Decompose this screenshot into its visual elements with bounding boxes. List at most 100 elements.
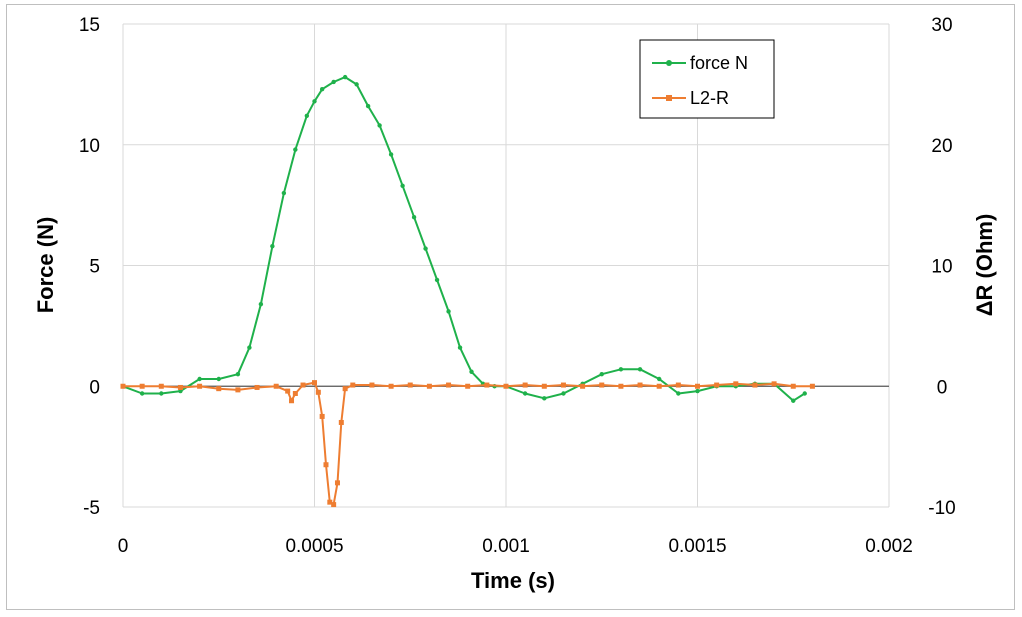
data-point xyxy=(235,371,241,377)
data-point xyxy=(434,277,440,283)
data-point xyxy=(560,382,566,388)
y2-tick-label: 20 xyxy=(931,136,952,157)
data-point xyxy=(300,382,306,388)
y2-tick-labels: 30 20 10 0 -10 xyxy=(928,15,955,519)
data-point xyxy=(400,183,405,189)
data-point xyxy=(159,391,164,396)
chart-frame xyxy=(6,4,1015,610)
data-point xyxy=(484,382,490,388)
y-tick-labels: 15 10 5 0 -5 xyxy=(79,15,100,519)
data-point xyxy=(809,383,815,389)
data-point xyxy=(319,413,325,419)
data-point xyxy=(618,367,624,372)
x-tick-label: 0.0005 xyxy=(285,536,343,557)
data-point xyxy=(281,190,287,196)
data-point xyxy=(407,382,413,388)
data-point xyxy=(334,480,340,486)
y2-tick-label: 10 xyxy=(931,257,952,278)
data-point xyxy=(285,388,291,394)
data-point xyxy=(469,369,474,374)
data-point xyxy=(580,383,586,389)
x-tick-label: 0.001 xyxy=(482,536,530,557)
legend-box xyxy=(639,39,775,119)
data-point xyxy=(235,387,241,393)
x-tick-label: 0 xyxy=(118,536,129,557)
data-point xyxy=(342,74,348,80)
y2-tick-label: -10 xyxy=(928,498,955,519)
data-point xyxy=(426,383,432,389)
y-tick-label: 10 xyxy=(79,136,100,157)
data-point xyxy=(197,376,202,382)
series-line xyxy=(122,76,806,402)
data-point xyxy=(388,152,394,157)
data-point xyxy=(312,99,317,104)
data-point xyxy=(542,396,547,401)
y2-tick-label: 0 xyxy=(937,377,948,398)
data-point xyxy=(377,123,382,128)
series-layer xyxy=(120,74,815,508)
data-point xyxy=(350,382,356,388)
data-point xyxy=(637,382,643,388)
legend-label: L2-R xyxy=(690,88,729,108)
series-1 xyxy=(120,74,807,403)
data-point xyxy=(657,376,662,382)
data-point xyxy=(197,383,203,389)
data-point xyxy=(411,215,417,220)
data-point xyxy=(258,301,264,307)
data-point xyxy=(637,367,643,372)
data-point xyxy=(369,382,375,388)
data-point xyxy=(177,384,183,390)
legend-entry: L2-R xyxy=(652,88,729,108)
data-point xyxy=(247,345,252,350)
data-point xyxy=(695,383,700,389)
data-point xyxy=(270,243,275,249)
data-point xyxy=(802,391,807,396)
data-point xyxy=(561,391,566,396)
data-point xyxy=(365,103,371,109)
data-point xyxy=(331,502,337,508)
data-point xyxy=(676,391,681,396)
legend-entry: force N xyxy=(652,53,748,73)
y2-axis-title: ΔR (Ohm) xyxy=(972,214,997,317)
data-point xyxy=(139,391,145,396)
data-point xyxy=(465,383,471,389)
data-point xyxy=(327,499,333,505)
data-point xyxy=(618,383,624,389)
data-point xyxy=(771,381,777,387)
data-point xyxy=(289,398,295,404)
data-point xyxy=(733,381,739,387)
data-point xyxy=(354,82,359,87)
data-point xyxy=(714,382,720,388)
legend-marker xyxy=(666,95,672,101)
data-point xyxy=(273,383,279,389)
data-point xyxy=(304,113,310,118)
x-tick-labels: 0 0.0005 0.001 0.0015 0.002 xyxy=(118,536,913,557)
data-point xyxy=(178,388,183,394)
series-line xyxy=(123,381,813,506)
y-tick-label: 0 xyxy=(89,377,100,398)
data-point xyxy=(541,383,547,389)
y-tick-label: 15 xyxy=(79,15,100,36)
legend-marker xyxy=(666,60,672,66)
data-point xyxy=(331,79,336,85)
data-point xyxy=(254,384,260,390)
data-point xyxy=(695,388,700,394)
y2-tick-label: 30 xyxy=(931,15,952,36)
x-axis-title: Time (s) xyxy=(471,568,555,593)
data-point xyxy=(522,391,528,396)
data-point xyxy=(656,383,662,389)
data-point xyxy=(315,389,321,395)
x-tick-label: 0.002 xyxy=(865,536,913,557)
data-point xyxy=(503,383,509,389)
data-point xyxy=(338,419,344,425)
legend-label: force N xyxy=(690,53,748,73)
data-point xyxy=(292,390,298,396)
data-point xyxy=(312,380,317,386)
x-tick-label: 0.0015 xyxy=(668,536,726,557)
data-point xyxy=(158,383,164,389)
data-point xyxy=(323,462,329,468)
data-point xyxy=(423,246,428,251)
data-point xyxy=(293,147,298,152)
data-point xyxy=(120,383,126,389)
